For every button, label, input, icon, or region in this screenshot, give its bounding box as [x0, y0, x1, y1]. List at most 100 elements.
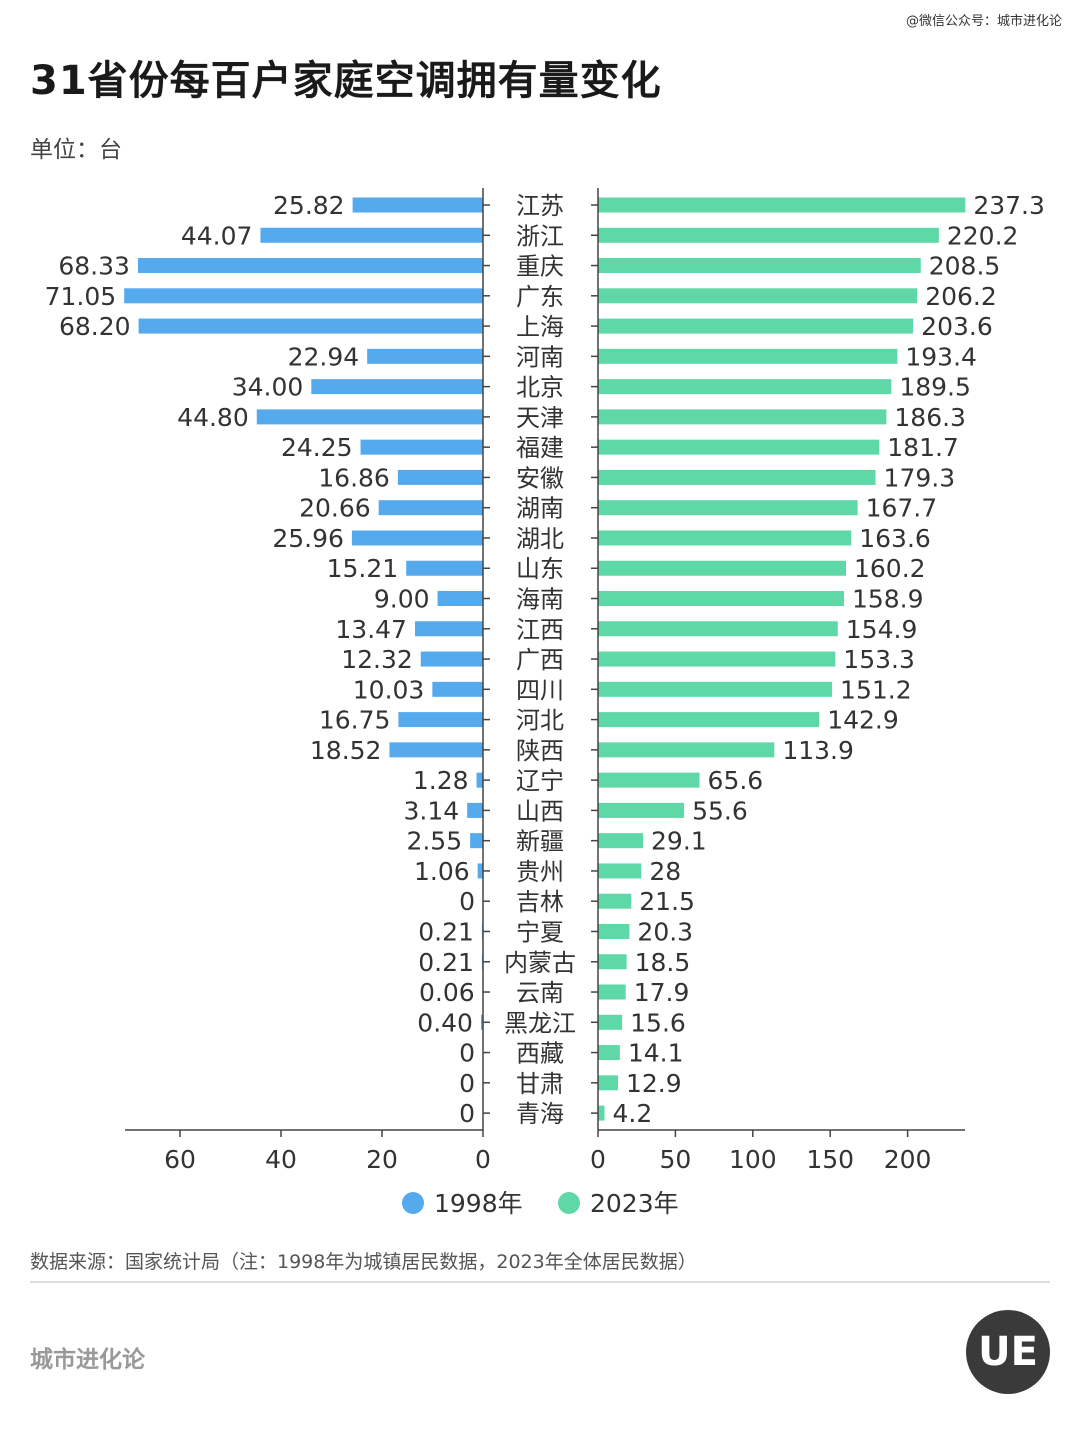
unit-label: 单位：台	[30, 137, 122, 163]
bar-1998	[414, 621, 483, 637]
category-label: 新疆	[516, 828, 564, 856]
value-label-2023: 14.1	[628, 1039, 684, 1068]
category-label: 陕西	[516, 737, 564, 765]
value-label-1998: 0.06	[419, 978, 475, 1007]
value-label-2023: 167.7	[866, 494, 938, 523]
bar-1998	[480, 1014, 483, 1030]
x-tick-label-1998: 0	[475, 1145, 491, 1174]
legend-label-1998: 1998年	[434, 1189, 523, 1218]
category-label: 福建	[516, 434, 564, 462]
x-tick-label-2023: 50	[659, 1145, 691, 1174]
category-label: 广东	[516, 283, 564, 311]
value-label-1998: 16.86	[318, 463, 390, 492]
bar-1998	[367, 348, 483, 364]
bar-2023	[598, 288, 918, 304]
bar-1998	[432, 681, 483, 697]
value-label-2023: 206.2	[925, 282, 997, 311]
value-label-1998: 22.94	[288, 342, 360, 371]
category-label: 西藏	[516, 1040, 564, 1068]
bar-2023	[598, 227, 939, 243]
value-label-2023: 142.9	[827, 706, 899, 735]
x-tick-label-1998: 60	[164, 1145, 196, 1174]
chart-title: 31省份每百户家庭空调拥有量变化	[30, 58, 662, 104]
value-label-1998: 68.33	[58, 252, 130, 281]
value-label-2023: 179.3	[884, 463, 956, 492]
value-label-1998: 0.21	[418, 948, 474, 977]
bar-2023	[598, 833, 644, 849]
value-label-1998: 1.06	[414, 857, 470, 886]
category-label: 河南	[516, 343, 564, 371]
value-label-2023: 28	[649, 857, 681, 886]
category-label: 四川	[516, 676, 564, 704]
value-label-2023: 151.2	[840, 675, 912, 704]
x-tick-label-2023: 150	[806, 1145, 854, 1174]
bar-1998	[389, 742, 483, 758]
value-label-1998: 15.21	[327, 554, 399, 583]
category-label: 吉林	[516, 888, 564, 916]
bar-2023	[598, 439, 880, 455]
brand-logo: UE	[966, 1310, 1050, 1394]
value-label-1998: 12.32	[341, 645, 413, 674]
bar-2023	[598, 530, 852, 546]
value-label-1998: 2.55	[406, 827, 462, 856]
value-label-1998: 68.20	[59, 312, 131, 341]
bar-1998	[477, 863, 483, 879]
category-label: 甘肃	[516, 1070, 564, 1098]
bar-1998	[351, 530, 483, 546]
value-label-2023: 20.3	[637, 917, 693, 946]
value-label-1998: 0.40	[417, 1008, 473, 1037]
category-label: 湖南	[516, 495, 564, 523]
bar-2023	[598, 772, 700, 788]
category-label: 北京	[516, 374, 564, 402]
category-label: 海南	[516, 586, 564, 614]
value-label-2023: 15.6	[630, 1008, 686, 1037]
value-label-2023: 181.7	[887, 433, 959, 462]
value-label-1998: 10.03	[353, 675, 425, 704]
bar-1998	[397, 469, 483, 485]
bar-2023	[598, 197, 966, 213]
bar-1998	[470, 833, 483, 849]
x-tick-label-1998: 40	[265, 1145, 297, 1174]
value-label-2023: 193.4	[905, 342, 977, 371]
value-label-1998: 1.28	[413, 766, 469, 795]
category-label: 浙江	[516, 222, 564, 250]
value-label-1998: 3.14	[403, 796, 459, 825]
category-label: 广西	[516, 646, 564, 674]
value-label-1998: 20.66	[299, 494, 371, 523]
category-label: 宁夏	[516, 918, 564, 946]
bar-1998	[352, 197, 483, 213]
value-label-1998: 0.21	[418, 917, 474, 946]
value-label-2023: 153.3	[843, 645, 915, 674]
divider	[30, 1281, 1050, 1283]
x-tick-label-2023: 200	[884, 1145, 932, 1174]
value-label-2023: 158.9	[852, 585, 924, 614]
bar-2023	[598, 469, 876, 485]
bar-2023	[598, 954, 627, 970]
bar-2023	[598, 318, 914, 334]
category-label: 天津	[516, 404, 564, 432]
category-label: 青海	[516, 1100, 564, 1128]
bar-2023	[598, 651, 836, 667]
value-label-1998: 16.75	[319, 706, 391, 735]
value-label-2023: 113.9	[782, 736, 854, 765]
value-label-1998: 24.25	[281, 433, 353, 462]
value-label-1998: 9.00	[374, 585, 430, 614]
bar-1998	[137, 258, 483, 274]
category-label: 云南	[516, 979, 564, 1007]
bar-2023	[598, 500, 858, 516]
bar-2023	[598, 1014, 623, 1030]
bar-2023	[598, 742, 775, 758]
value-label-2023: 4.2	[613, 1099, 653, 1128]
category-label: 江西	[516, 616, 564, 644]
category-label: 上海	[516, 313, 564, 341]
bar-2023	[598, 560, 846, 576]
bar-1998	[406, 560, 483, 576]
value-label-2023: 154.9	[846, 615, 918, 644]
category-label: 山西	[516, 797, 564, 825]
logo-mark: UE	[978, 1329, 1038, 1375]
bar-1998	[437, 591, 483, 607]
value-label-1998: 0	[459, 1039, 475, 1068]
value-label-2023: 21.5	[639, 887, 695, 916]
bar-1998	[398, 712, 483, 728]
legend-label-2023: 2023年	[590, 1189, 679, 1218]
